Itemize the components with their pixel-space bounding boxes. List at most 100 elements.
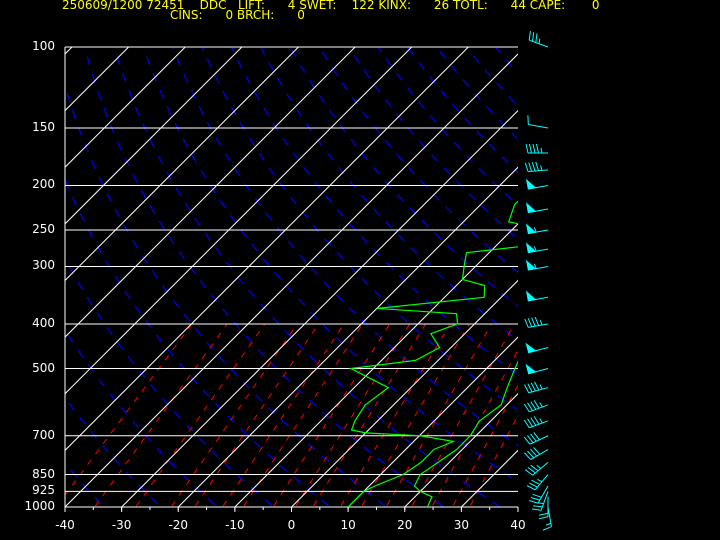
wind-barb: [528, 30, 549, 48]
mixing-ratio-line: [94, 323, 228, 507]
temperature-label: 30: [453, 518, 470, 532]
wind-barb-full: [530, 382, 536, 392]
wind-barb-flag: [525, 259, 537, 271]
wind-barb-full: [530, 417, 537, 426]
wind-barb-flag: [525, 178, 537, 190]
isotherm-line: [121, 109, 518, 507]
wind-barb-full: [527, 318, 533, 328]
isotherm-line: [65, 47, 186, 168]
mixing-ratio-line: [170, 323, 298, 507]
dry-adiabat: [494, 47, 518, 74]
wind-barb-flag: [525, 242, 537, 254]
dry-adiabat: [65, 329, 218, 507]
wind-barb-full: [528, 482, 538, 488]
isotherm-line: [461, 449, 518, 507]
wind-barb-half: [533, 246, 537, 252]
wind-barb-full: [535, 161, 540, 171]
isotherm-line: [0, 47, 15, 507]
dry-adiabat: [289, 47, 518, 308]
pressure-label: 150: [32, 120, 55, 134]
wind-barb-full: [527, 435, 534, 444]
temperature-label: -40: [55, 518, 75, 532]
dry-adiabat: [465, 47, 518, 107]
wind-barb-flag: [525, 363, 537, 375]
wind-barb: [524, 316, 549, 328]
temperature-profile: [413, 360, 518, 507]
wind-barb: [525, 143, 548, 154]
wind-barb-half: [533, 263, 537, 269]
dry-adiabat: [113, 47, 502, 507]
wind-barb-full: [523, 403, 530, 413]
wind-barb-full: [533, 400, 540, 409]
pressure-label: 850: [32, 466, 55, 481]
wind-barb: [525, 462, 549, 476]
dry-adiabat: [318, 47, 518, 274]
wind-barb-full: [530, 401, 537, 410]
temperature-label: 10: [340, 518, 356, 532]
mixing-ratio-lines: [65, 323, 518, 507]
wind-barb: [525, 202, 549, 214]
mixing-ratio-line: [242, 323, 363, 507]
temperature-tick-marks: [64, 507, 519, 512]
wind-barb-half: [537, 478, 543, 483]
isotherms: [0, 47, 518, 507]
dry-adiabat: [65, 178, 332, 507]
wind-barb-full: [531, 162, 536, 172]
pressure-label: 250: [32, 222, 55, 237]
temperature-label: -30: [111, 518, 132, 532]
pressure-label: 100: [32, 39, 55, 53]
wind-barb-full: [523, 419, 530, 429]
dry-adiabat: [377, 47, 518, 207]
wind-barb-full: [528, 162, 533, 172]
wind-barb-full: [533, 505, 543, 508]
temperature-label: -10: [225, 518, 245, 532]
wind-barb-half: [533, 227, 537, 233]
wind-barb-full: [535, 33, 538, 43]
wind-barb-full: [524, 452, 532, 460]
isotherm-line: [65, 47, 243, 225]
wind-barb-half: [539, 402, 543, 408]
wind-barb-flag: [525, 290, 537, 302]
wind-barb-full: [532, 143, 536, 154]
mixing-ratio-line: [360, 323, 470, 507]
wind-barb-staff: [528, 124, 549, 129]
isotherm-line: [517, 506, 518, 507]
dry-adiabat: [201, 47, 518, 411]
wind-barb: [523, 432, 549, 445]
isotherm-line: [404, 393, 518, 507]
wind-barb-full: [523, 384, 530, 393]
pressure-label: 400: [32, 315, 55, 330]
wind-barb-full: [533, 447, 541, 455]
wind-barb-full: [531, 479, 540, 485]
wind-barb-full: [533, 416, 540, 425]
dry-adiabat: [84, 47, 445, 507]
wind-barb-full: [530, 448, 538, 457]
isotherm-line: [234, 223, 518, 507]
wind-barb-full: [524, 318, 529, 328]
pressure-label: 1000: [24, 499, 55, 513]
dry-adiabat: [554, 47, 720, 517]
wind-barb-full: [534, 316, 540, 326]
wind-barb-full: [533, 432, 540, 441]
wind-barb-full: [528, 30, 531, 41]
wind-barb: [524, 161, 549, 173]
wind-barb-full: [525, 469, 533, 476]
mixing-ratio-line: [431, 349, 518, 507]
isotherm-line: [65, 47, 356, 338]
pressure-label: 200: [32, 177, 55, 192]
wind-barb-full: [531, 508, 542, 511]
sounding-profiles: [347, 200, 518, 507]
isotherm-line: [65, 47, 413, 395]
wind-barb-half: [539, 384, 543, 390]
wind-barb: [523, 416, 549, 429]
wind-barb-full: [525, 143, 529, 154]
dry-adiabats: [65, 47, 720, 517]
wind-barb: [538, 496, 549, 520]
mixing-ratio-line: [221, 323, 345, 507]
dry-adiabat: [260, 47, 518, 342]
wind-barb-full: [542, 526, 552, 531]
wind-barb: [523, 381, 549, 394]
wind-barb: [525, 242, 549, 254]
wind-barb: [531, 491, 549, 511]
